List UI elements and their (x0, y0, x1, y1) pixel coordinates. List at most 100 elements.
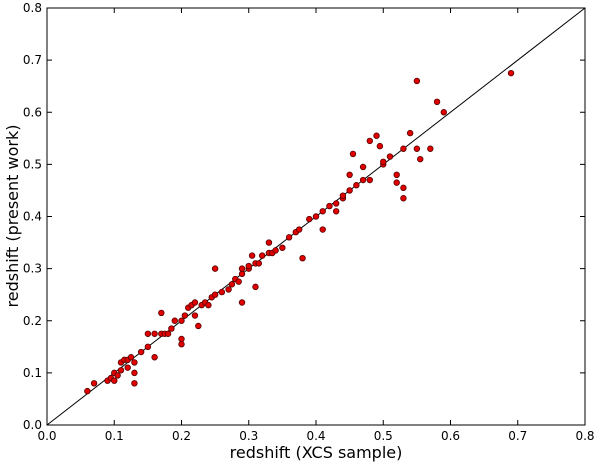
data-point (332, 200, 340, 207)
data-point (164, 330, 172, 337)
data-point (349, 150, 357, 158)
data-point (255, 260, 263, 267)
data-point (127, 354, 135, 361)
data-point (225, 286, 232, 293)
data-point (507, 69, 515, 77)
data-point (211, 291, 219, 298)
x-tick-label: 0.2 (172, 429, 191, 443)
data-point (191, 299, 199, 306)
data-point (440, 109, 447, 116)
data-point (373, 132, 380, 139)
data-point (400, 145, 407, 152)
data-point (181, 312, 189, 319)
data-point (433, 98, 441, 106)
x-tick-label: 0.3 (239, 429, 258, 443)
y-axis-label: redshift (present work) (3, 125, 22, 308)
data-point (427, 145, 434, 152)
data-point (326, 202, 333, 210)
data-point (211, 265, 219, 272)
y-tick-label: 0.0 (23, 418, 42, 432)
data-point (380, 158, 387, 165)
data-point (114, 372, 121, 379)
data-point (245, 262, 252, 270)
data-point (248, 252, 256, 259)
y-tick-label: 0.6 (23, 105, 42, 119)
data-point (238, 270, 246, 278)
data-point (393, 171, 400, 178)
y-tick-label: 0.5 (23, 157, 42, 171)
data-point (195, 322, 202, 330)
data-point (366, 176, 373, 184)
x-axis-label: redshift (XCS sample) (230, 443, 403, 462)
data-point (295, 226, 303, 233)
data-point (137, 348, 145, 356)
data-point (228, 281, 236, 288)
data-point (191, 312, 199, 319)
data-point (386, 153, 394, 160)
data-point (238, 265, 246, 272)
data-point (90, 380, 98, 387)
data-point (151, 330, 158, 337)
data-point (346, 187, 353, 194)
data-point (413, 77, 421, 85)
data-point (259, 252, 266, 259)
y-tick-label: 0.8 (23, 1, 42, 15)
data-point (124, 364, 131, 371)
data-point (117, 367, 125, 374)
x-tick-label: 0.1 (105, 429, 124, 443)
data-point (319, 226, 326, 233)
y-tick-label: 0.2 (23, 314, 42, 328)
data-point (299, 255, 306, 262)
data-point (417, 155, 424, 163)
data-point (353, 182, 360, 189)
data-point (238, 299, 246, 306)
data-point (131, 380, 138, 387)
data-point (393, 179, 400, 186)
data-point (279, 244, 286, 251)
data-point (413, 145, 421, 152)
data-point (285, 234, 293, 241)
data-point (359, 176, 367, 184)
x-tick-label: 0.6 (441, 429, 460, 443)
data-point (178, 341, 185, 348)
data-point (111, 377, 118, 384)
data-point (84, 387, 91, 395)
data-point (131, 369, 138, 377)
data-point (406, 129, 414, 137)
data-point (400, 195, 407, 202)
data-point (168, 325, 175, 332)
axis-ticks: 0.0 0.1 0.2 0.3 0.4 0.5 0.6 0.7 0.8 0.0 0.1 0.2 0.3 0… (23, 1, 595, 443)
data-point (144, 330, 152, 337)
x-tick-label: 0.0 (37, 429, 56, 443)
data-point (306, 215, 313, 223)
data-point (346, 171, 353, 178)
data-point (178, 317, 185, 324)
data-point (235, 278, 242, 285)
data-point (339, 192, 347, 199)
data-point (171, 317, 178, 324)
data-point (205, 301, 212, 309)
y-tick-label: 0.1 (23, 366, 42, 380)
y-tick-label: 0.4 (23, 210, 42, 224)
x-tick-label: 0.7 (508, 429, 527, 443)
data-point (151, 354, 158, 361)
data-point (131, 359, 138, 366)
x-tick-label: 0.8 (575, 429, 594, 443)
data-point (400, 184, 407, 192)
data-point (265, 239, 273, 246)
data-point (218, 288, 226, 296)
data-point (332, 208, 340, 215)
data-point (376, 142, 384, 150)
data-point (178, 335, 185, 343)
data-point (366, 137, 373, 145)
x-tick-label: 0.4 (306, 429, 325, 443)
data-point (312, 213, 320, 220)
data-point (359, 163, 367, 171)
data-point (272, 247, 279, 254)
x-tick-label: 0.5 (374, 429, 393, 443)
y-tick-label: 0.3 (23, 262, 42, 276)
data-point (252, 283, 259, 291)
data-points (84, 69, 515, 395)
data-point (319, 208, 326, 215)
